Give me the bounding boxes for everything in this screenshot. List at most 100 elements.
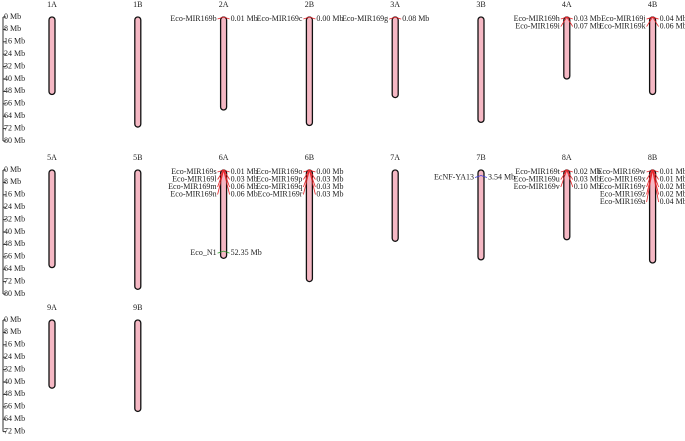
marker-position: 0.06 Mb	[660, 21, 685, 30]
scale-label: 16 Mb	[4, 340, 25, 349]
scale-label: 64 Mb	[4, 111, 25, 120]
scale-label: 40 Mb	[4, 227, 25, 236]
marker-position: 0.04 Mb	[660, 14, 685, 23]
marker-position: 0.01 Mb	[660, 174, 685, 183]
scale-label: 0 Mb	[4, 165, 21, 174]
scale-label: 48 Mb	[4, 86, 25, 95]
chromosome	[134, 169, 142, 290]
marker-position: 0.02 Mb	[574, 167, 601, 176]
marker-line	[560, 16, 574, 27]
marker-name: Eco-MIR169h	[514, 14, 560, 23]
chromosome	[391, 16, 399, 99]
marker-name: Eco-MIR169r	[258, 189, 303, 198]
chromosome	[48, 319, 56, 389]
scale-label: 24 Mb	[4, 202, 25, 211]
chromosome	[48, 16, 56, 96]
marker-name: Eco-MIR169p	[256, 174, 302, 183]
marker-name: Eco-MIR169t	[515, 167, 560, 176]
marker-line	[303, 169, 316, 195]
chromosome	[134, 16, 142, 128]
marker-name: Eco_N1	[190, 248, 216, 257]
marker-name: Eco-MIR169a	[600, 197, 646, 206]
marker-name: Eco-MIR169w	[598, 167, 646, 176]
chromosome	[648, 16, 657, 96]
marker-line	[303, 16, 316, 20]
chromosome	[477, 169, 485, 261]
marker-line	[217, 250, 230, 254]
marker-name: Eco-MIR169k	[599, 21, 645, 30]
scale-label: 64 Mb	[4, 414, 25, 423]
chromosome-name: 2B	[305, 0, 314, 9]
marker-name: Eco-MIR169u	[514, 174, 560, 183]
marker-position: 0.06 Mb	[231, 189, 258, 198]
marker-position: 0.03 Mb	[316, 182, 343, 191]
marker-name: Eco-MIR169y	[599, 182, 645, 191]
marker-position: 0.03 Mb	[231, 174, 258, 183]
scale-label: 56 Mb	[4, 252, 25, 261]
scale-label: 48 Mb	[4, 239, 25, 248]
scale-label: 72 Mb	[4, 276, 25, 285]
marker-name: Eco-MIR169z	[600, 189, 646, 198]
scale-label: 40 Mb	[4, 74, 25, 83]
marker-name: Eco-MIR169i	[515, 21, 560, 30]
chromosome-name: 6B	[305, 153, 314, 162]
marker-line	[646, 169, 659, 203]
marker-position: 0.02 Mb	[660, 189, 685, 198]
marker-line	[646, 16, 659, 27]
marker-name: Eco-MIR169j	[601, 14, 645, 23]
scale-label: 48 Mb	[4, 389, 25, 398]
marker-position: 0.04 Mb	[660, 197, 685, 206]
scale-label: 56 Mb	[4, 99, 25, 108]
marker-name: Eco-MIR169n	[170, 189, 216, 198]
marker-name: Eco-MIR169o	[256, 167, 302, 176]
chromosome	[305, 16, 314, 127]
scale-label: 32 Mb	[4, 364, 25, 373]
scale-label: 32 Mb	[4, 61, 25, 70]
chromosome	[563, 16, 571, 80]
scale-label: 16 Mb	[4, 37, 25, 46]
marker-name: Eco-MIR169v	[514, 182, 560, 191]
scale-label: 32 Mb	[4, 214, 25, 223]
marker-position: 0.01 Mb	[660, 167, 685, 176]
marker-line	[217, 169, 230, 195]
chromosome	[219, 169, 228, 259]
marker-name: Eco-MIR169b	[170, 14, 216, 23]
chromosome-name: 2A	[219, 0, 229, 9]
scale-label: 8 Mb	[4, 177, 21, 186]
marker-name: Eco-MIR169s	[171, 167, 216, 176]
marker-position: 0.10 Mb	[574, 182, 601, 191]
scale-label: 24 Mb	[4, 352, 25, 361]
marker-position: 0.02 Mb	[660, 182, 685, 191]
marker-position: 0.03 Mb	[574, 174, 601, 183]
scale-label: 16 Mb	[4, 190, 25, 199]
chromosome-name: 5A	[47, 153, 57, 162]
chromosome	[648, 169, 657, 264]
marker-position: 0.08 Mb	[402, 14, 429, 23]
chromosome-name: 9B	[133, 303, 142, 312]
chromosome	[477, 16, 485, 124]
marker-position: 0.00 Mb	[316, 167, 343, 176]
marker-position: 0.07 Mb	[574, 21, 601, 30]
chromosome-name: 8B	[648, 153, 657, 162]
scale-label: 56 Mb	[4, 402, 25, 411]
marker-position: 0.03 Mb	[316, 189, 343, 198]
marker-line	[389, 16, 402, 20]
marker-position: 0.06 Mb	[231, 182, 258, 191]
chromosome	[563, 169, 571, 241]
scale-label: 40 Mb	[4, 377, 25, 386]
chromosome-name: 1A	[47, 0, 57, 9]
chromosome-name: 4B	[648, 0, 657, 9]
marker-name: EcNF-YA13	[434, 172, 474, 181]
marker-name: Eco-MIR169l	[172, 174, 217, 183]
scale-label: 8 Mb	[4, 24, 21, 33]
scale-label: 24 Mb	[4, 49, 25, 58]
marker-line	[217, 16, 230, 20]
scale-label: 72 Mb	[4, 426, 25, 435]
chromosome	[219, 16, 228, 111]
marker-line	[474, 175, 488, 178]
chromosome-name: 7A	[390, 153, 400, 162]
chromosome-name: 9A	[47, 303, 57, 312]
chromosome	[48, 169, 56, 269]
chromosome-name: 3A	[390, 0, 400, 9]
